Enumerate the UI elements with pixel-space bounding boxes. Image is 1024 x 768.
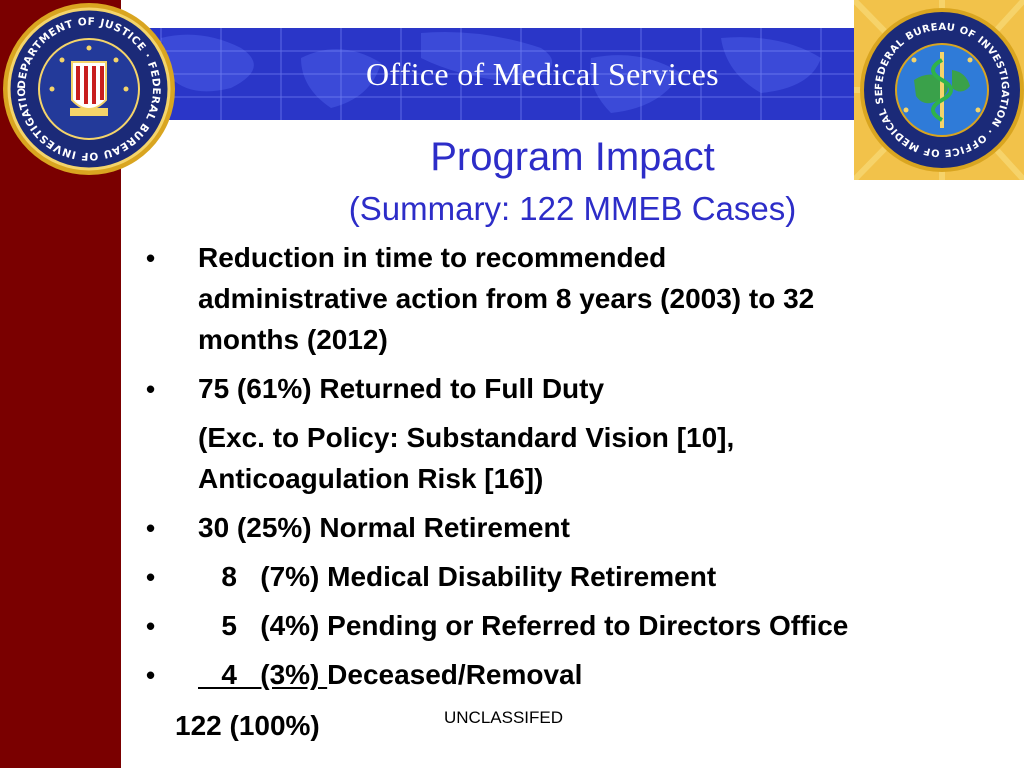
header-banner: Office of Medical Services <box>121 28 854 120</box>
list-item-text: 4 (3%) Deceased/Removal <box>198 655 582 695</box>
list-item-text: 8 (7%) Medical Disability Retirement <box>198 561 717 592</box>
slide-title: Program Impact <box>430 135 715 179</box>
bullet-dot: • <box>146 660 156 690</box>
bullet-dot: • <box>146 374 156 404</box>
list-item-line: administrative action from 8 years (2003… <box>198 283 815 314</box>
medical-services-seal-panel: FEDERAL BUREAU OF INVESTIGATION · OFFICE… <box>854 0 1024 180</box>
list-item-line: months (2012) <box>198 324 388 355</box>
bullet-dot: • <box>146 611 156 641</box>
world-map-grid <box>121 28 854 120</box>
note-line: (Exc. to Policy: Substandard Vision [10]… <box>198 422 735 453</box>
banner-title: Office of Medical Services <box>366 56 719 92</box>
list-item-text: 30 (25%) Normal Retirement <box>198 512 570 543</box>
fbi-seal-logo: DEPARTMENT OF JUSTICE · FEDERAL BUREAU O… <box>0 0 175 175</box>
list-item-line: Reduction in time to recommended <box>198 242 667 273</box>
medical-services-seal-logo: FEDERAL BUREAU OF INVESTIGATION · OFFICE… <box>854 0 1024 180</box>
classification-label: UNCLASSIFED <box>444 708 564 727</box>
bullet-dot: • <box>146 513 156 543</box>
list-item-text: 5 (4%) Pending or Referred to Directors … <box>198 610 849 641</box>
total-count: 122 (100%) <box>175 710 320 741</box>
list-item-text: 75 (61%) Returned to Full Duty <box>198 373 605 404</box>
slide-subtitle: (Summary: 122 MMEB Cases) <box>348 190 797 227</box>
underlined-count: 4 (3%) <box>198 659 328 690</box>
list-item-label: Deceased/Removal <box>327 659 583 690</box>
note-line: Anticoagulation Risk [16]) <box>198 463 544 494</box>
bullet-dot: • <box>146 243 156 273</box>
bullet-dot: • <box>146 562 156 592</box>
